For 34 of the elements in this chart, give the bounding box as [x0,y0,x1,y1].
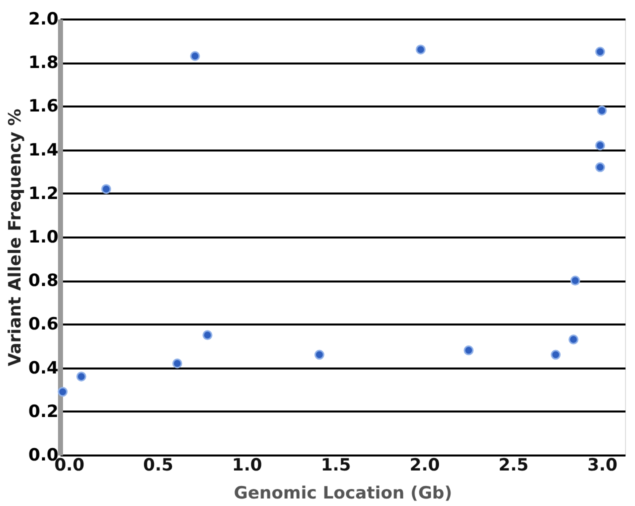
point [550,350,561,360]
y-tick-label: 2.0 [28,10,59,30]
point [314,350,324,360]
x-axis-title: Genomic Location (Gb) [234,484,452,504]
x-tick-label: 1.5 [320,456,351,476]
point [172,358,182,368]
y-tick-label: 0.2 [28,402,58,422]
x-tick-label: 1.0 [232,456,262,476]
y-tick-label: 0.8 [28,271,58,292]
y-axis-title: Variant Allele Frequency % [5,108,26,366]
point [190,51,200,61]
y-tick-label: 1.6 [28,96,58,117]
y-tick-label: 1.0 [28,228,59,248]
x-tick-label: 0.5 [143,456,174,476]
point [416,44,426,54]
point [101,184,112,194]
y-tick-label: 0.4 [28,358,59,378]
x-tick-label: 2.0 [410,456,440,476]
point [58,386,68,397]
point [596,106,607,116]
y-tick-label: 1.2 [28,184,58,204]
y-tick-label: 0.6 [28,314,58,335]
x-tick-label: 2.5 [498,456,529,476]
point [202,330,212,340]
point [464,345,474,356]
point [568,334,578,344]
point [570,276,580,286]
point [595,140,606,150]
y-tick-label: 1.8 [28,53,58,74]
x-tick-label: 3.0 [587,456,618,476]
y-tick-label: 1.4 [28,140,59,160]
point [76,372,86,382]
point [595,46,606,57]
point [595,162,606,172]
